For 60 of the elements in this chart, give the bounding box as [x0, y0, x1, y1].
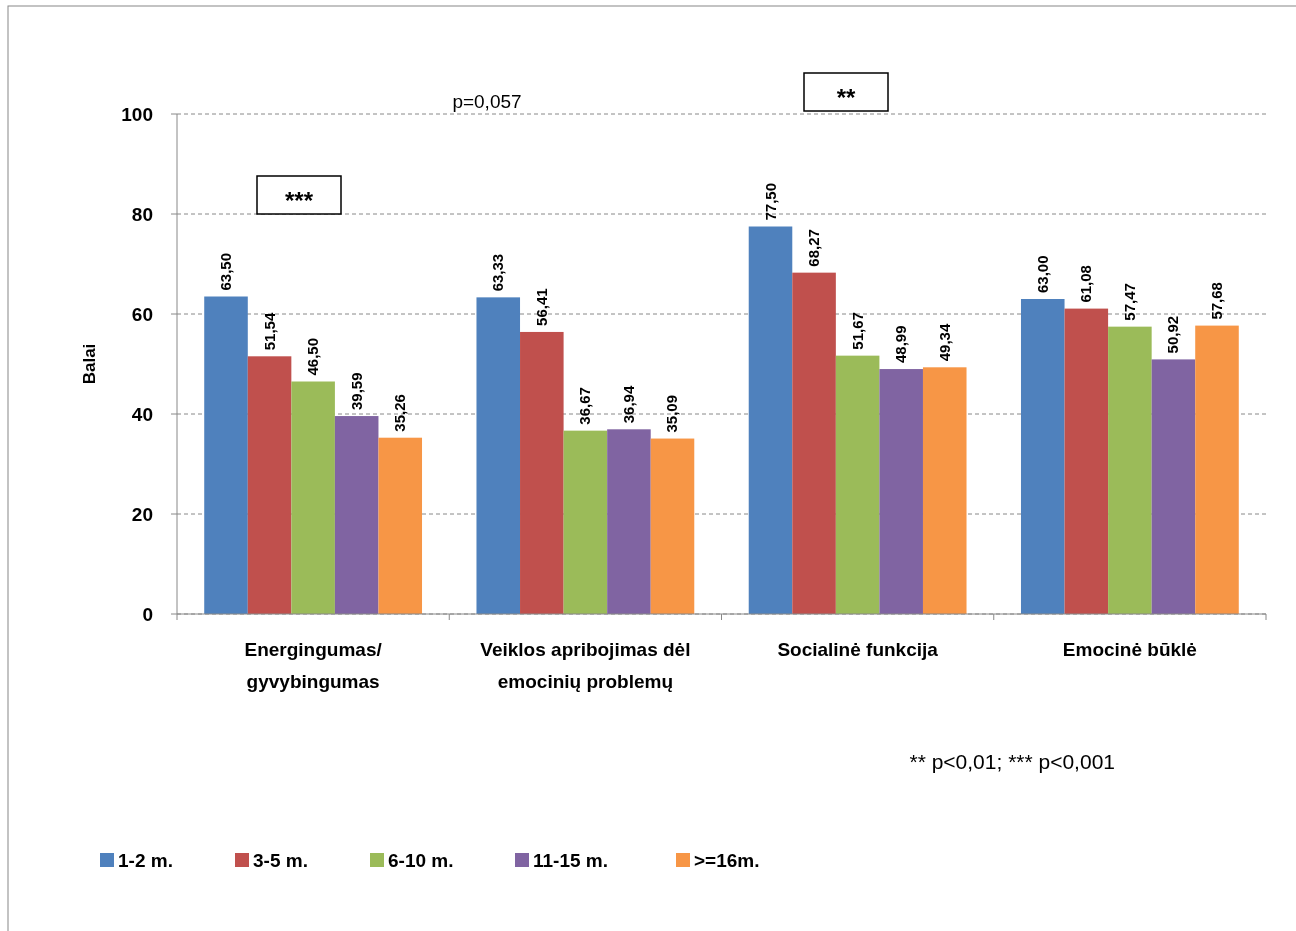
text: p=0,057: [452, 90, 522, 112]
y-axis-title: Balai: [80, 343, 99, 385]
data-label: 48,99: [892, 325, 910, 364]
data-label: 36,94: [619, 385, 637, 424]
y-tick-label: 20: [131, 503, 153, 525]
y-tick-label: 0: [142, 603, 153, 625]
x-tick-label: Emocinė būklė: [1062, 639, 1197, 660]
y-tick-label: 100: [121, 103, 153, 125]
text: **: [836, 84, 856, 112]
data-label: 63,00: [1033, 255, 1051, 293]
annotation: ***: [284, 187, 314, 215]
bar: [1195, 325, 1239, 614]
bar: [1020, 299, 1065, 614]
bar: [520, 331, 564, 614]
legend-label: 1-2 m.: [118, 849, 173, 871]
bar: [378, 437, 423, 614]
bar: [607, 429, 651, 614]
data-label: 39,59: [347, 372, 365, 411]
legend-label: 3-5 m.: [253, 849, 308, 871]
data-label: 77,50: [761, 182, 779, 221]
text: ** p<0,01; *** p<0,001: [909, 750, 1115, 774]
bar: [247, 356, 292, 614]
bar: [476, 297, 521, 614]
data-label: 46,50: [304, 337, 322, 376]
data-label: 56,41: [532, 288, 550, 326]
bar: [835, 355, 880, 614]
data-label: 63,50: [217, 252, 235, 291]
data-label: 50,92: [1164, 315, 1182, 354]
bar: [334, 416, 379, 614]
x-tick-label: Socialinė funkcija: [777, 639, 939, 660]
data-label: 49,34: [935, 323, 953, 362]
y-tick-label: 40: [131, 403, 153, 425]
bar: [291, 381, 335, 614]
bar: [879, 369, 923, 614]
x-tick-label: Energingumas/ gyvybingumas: [244, 639, 383, 692]
data-label: 57,68: [1207, 282, 1225, 320]
bar: [792, 272, 836, 614]
data-label: 51,54: [260, 312, 278, 351]
bar: [922, 367, 967, 614]
data-label: 35,26: [391, 394, 409, 432]
data-label: 36,67: [576, 387, 594, 425]
legend-label: >=16m.: [694, 849, 760, 871]
data-label: 51,67: [848, 312, 866, 350]
data-label: 63,33: [489, 253, 507, 292]
legend-label: 6-10 m.: [388, 849, 454, 871]
y-tick-label: 80: [131, 203, 153, 225]
legend-label: 11-15 m.: [533, 849, 608, 871]
bar: [1064, 308, 1109, 614]
x-tick-label: Veiklos apribojimas dėl emocinių problemų: [480, 639, 691, 692]
bar: [650, 438, 695, 614]
bar: [748, 226, 793, 614]
data-label: 61,08: [1077, 265, 1095, 303]
bar: [1108, 326, 1152, 614]
bar: [204, 296, 248, 614]
bar: [1151, 359, 1196, 614]
data-label: 57,47: [1120, 283, 1138, 321]
data-label: 35,09: [663, 395, 681, 433]
data-label: 68,27: [805, 229, 823, 267]
y-tick-label: 60: [131, 303, 153, 325]
bar: [563, 430, 608, 614]
